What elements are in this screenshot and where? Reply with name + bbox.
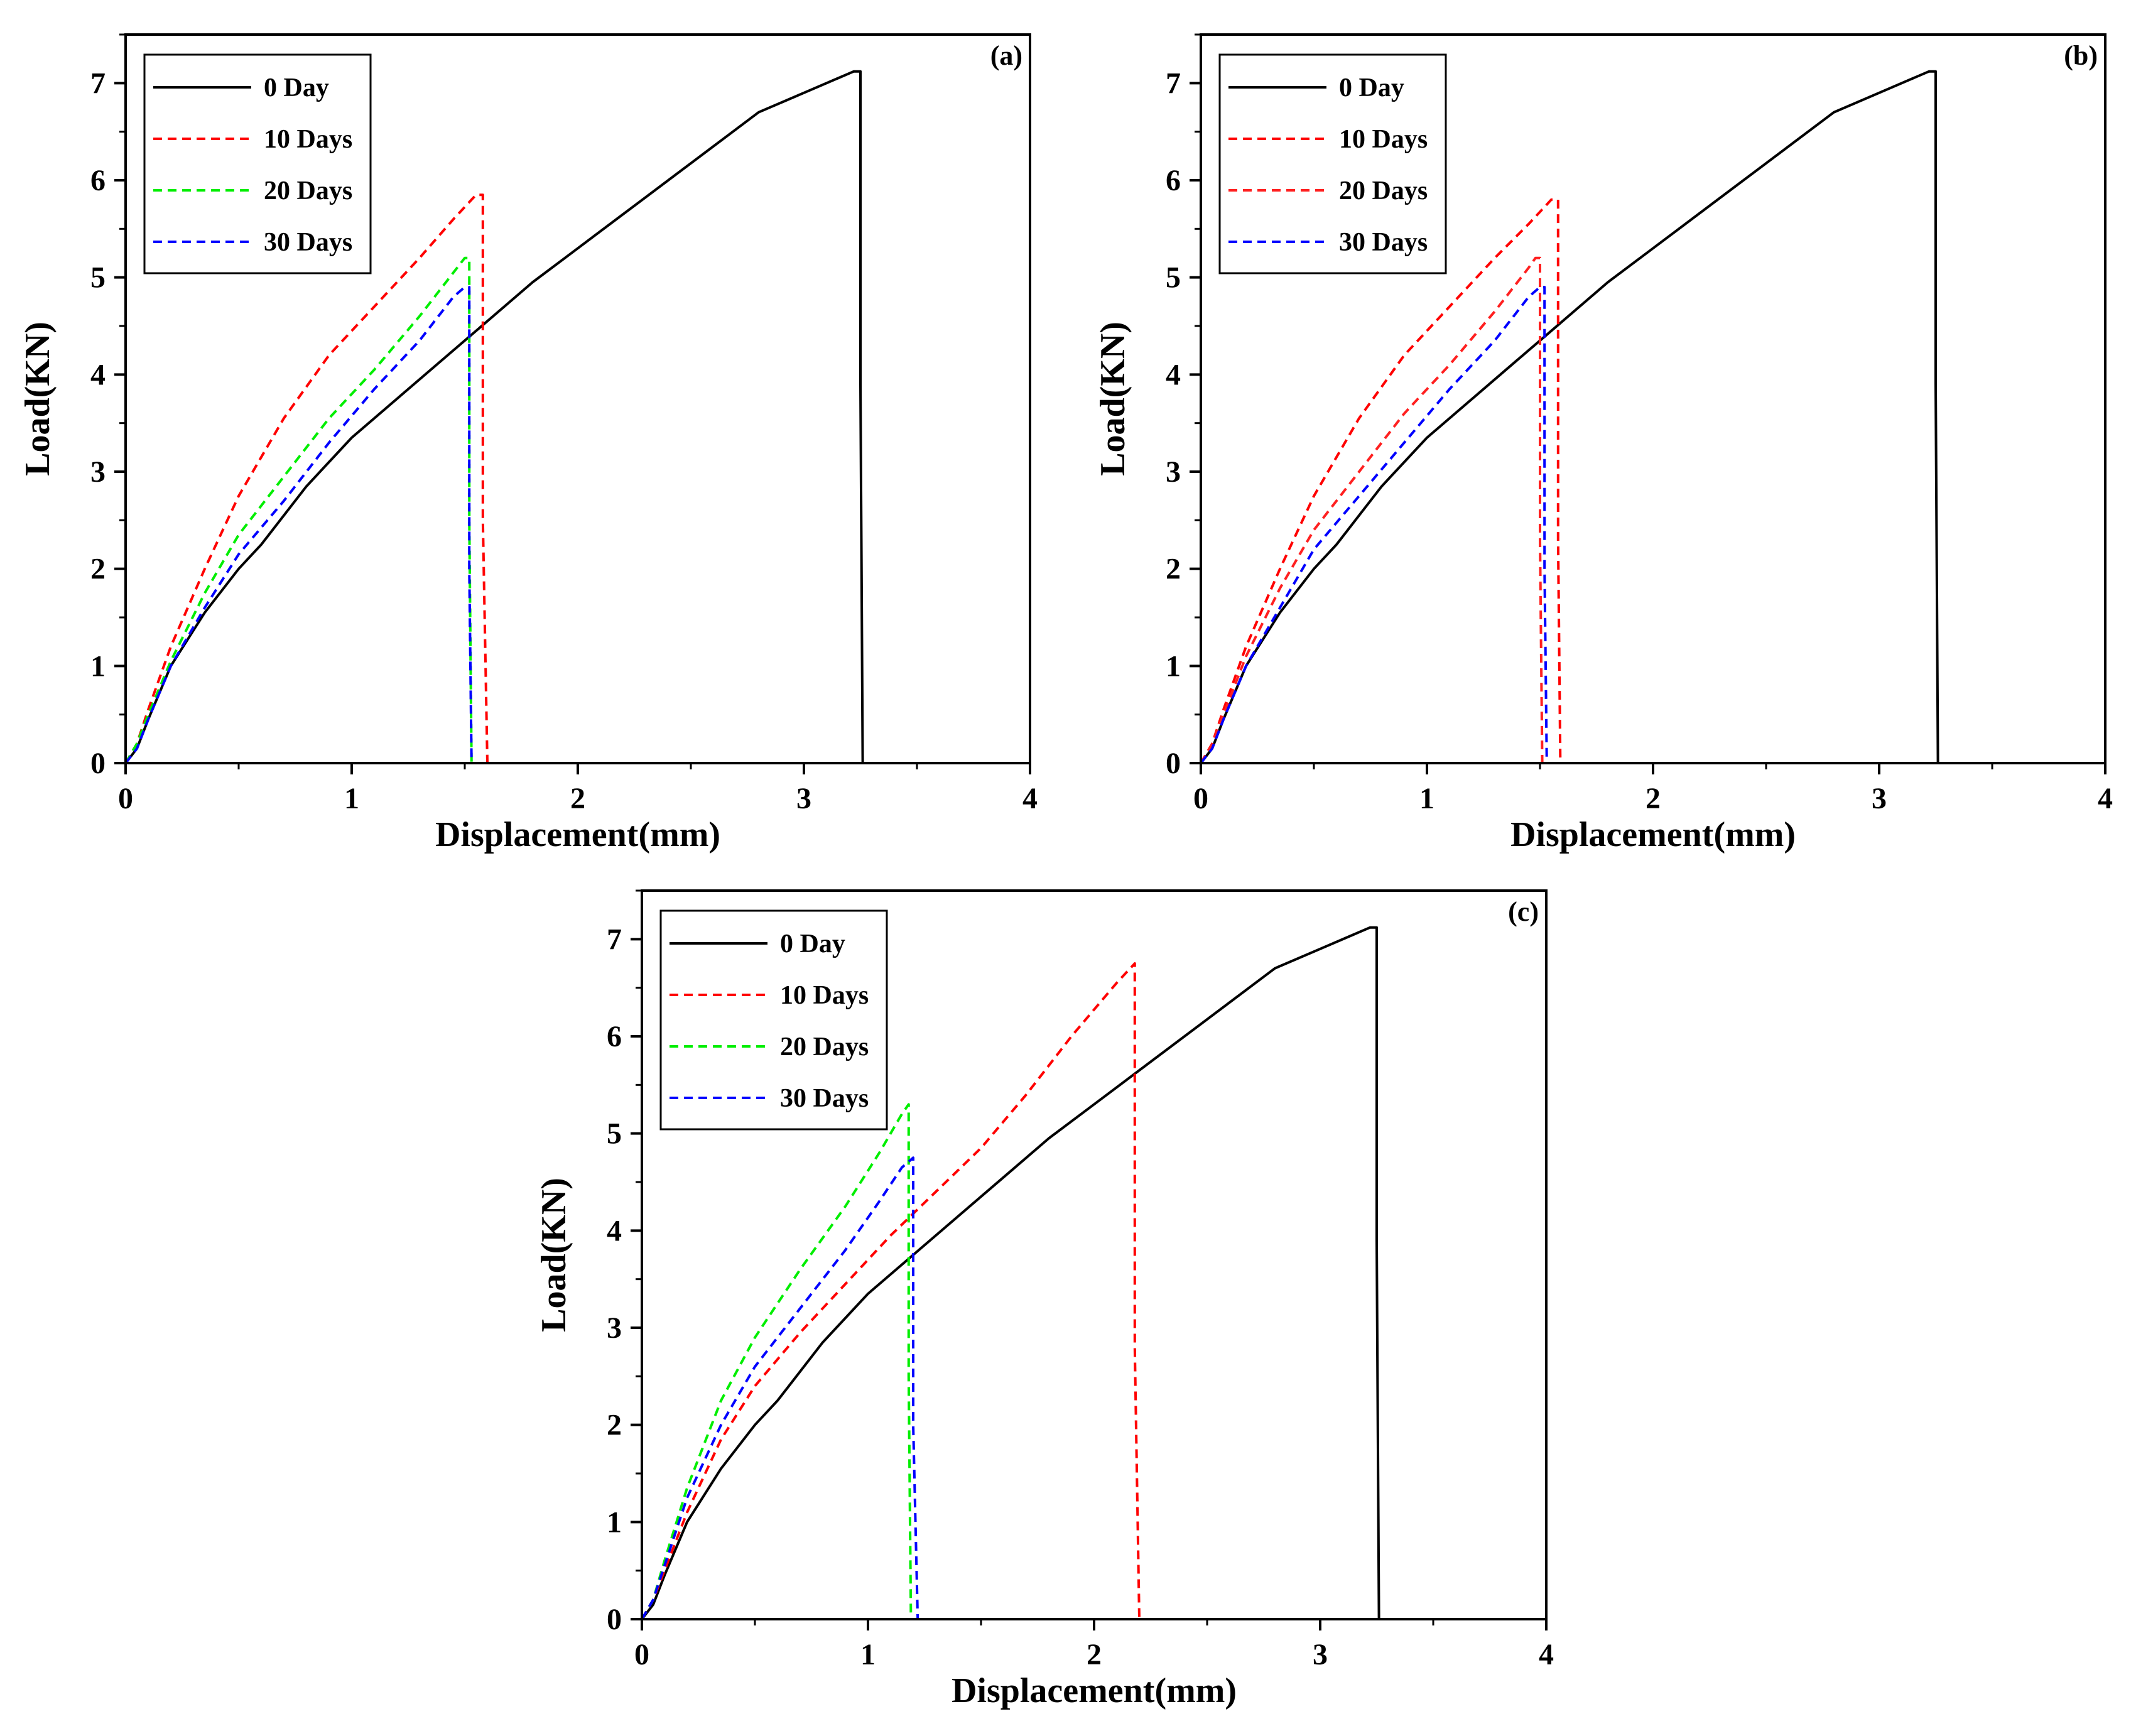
series-line-20-days xyxy=(1201,256,1544,763)
y-tick-label: 7 xyxy=(90,67,106,100)
y-tick-label: 4 xyxy=(90,358,106,391)
y-axis-title: Load(KN) xyxy=(18,322,57,476)
legend-label: 10 Days xyxy=(1339,125,1428,154)
y-tick-label: 5 xyxy=(1166,261,1181,295)
panel-label: (a) xyxy=(990,40,1022,71)
y-tick-label: 3 xyxy=(1166,455,1181,489)
y-tick-label: 5 xyxy=(90,261,106,295)
x-axis-title: Displacement(mm) xyxy=(952,1671,1237,1710)
x-tick-label: 4 xyxy=(1539,1638,1554,1671)
x-tick-label: 1 xyxy=(860,1638,876,1671)
series-line-30-days xyxy=(1201,286,1548,763)
y-tick-label: 1 xyxy=(90,649,106,683)
y-axis-title: Load(KN) xyxy=(534,1178,573,1332)
chart-panel-b: 0 1 2 3 4 0 1 2 3 4 5 6 7 Displacement(mm) Load(KN) (b)… xyxy=(1093,33,2113,854)
y-tick-label: 0 xyxy=(607,1603,622,1636)
x-tick-label: 2 xyxy=(1087,1638,1102,1671)
y-tick-label: 0 xyxy=(1166,747,1181,780)
series-line-0-day xyxy=(126,70,864,763)
panel-label: (c) xyxy=(1508,896,1539,927)
legend-label: 0 Day xyxy=(780,930,845,958)
y-tick-label: 4 xyxy=(1166,358,1181,391)
series-line-0-day xyxy=(642,926,1380,1619)
x-tick-label: 4 xyxy=(2098,782,2113,815)
y-tick-label: 3 xyxy=(90,455,106,489)
legend-label: 20 Days xyxy=(264,176,352,205)
legend-label: 20 Days xyxy=(780,1033,869,1061)
y-tick-label: 1 xyxy=(607,1505,622,1539)
x-tick-label: 3 xyxy=(796,782,811,815)
chart-panel-a: 0 1 2 3 4 0 1 2 3 4 5 6 7 Displacement(mm) Load(KN) (a)… xyxy=(18,33,1038,854)
x-tick-label: 2 xyxy=(570,782,585,815)
legend-box xyxy=(659,909,888,1131)
y-tick-label: 1 xyxy=(1166,649,1181,683)
legend-label: 0 Day xyxy=(264,73,329,102)
series-line-20-days xyxy=(126,256,473,763)
x-tick-label: 0 xyxy=(634,1638,649,1671)
y-tick-label: 4 xyxy=(607,1214,622,1247)
series-line-0-day xyxy=(1201,70,1939,763)
legend: 0 Day 10 Days 20 Days 30 Days xyxy=(1218,53,1447,274)
legend-label: 30 Days xyxy=(780,1084,869,1113)
legend-label: 30 Days xyxy=(264,228,352,257)
legend-box xyxy=(1218,53,1447,274)
y-tick-label: 7 xyxy=(1166,67,1181,100)
x-tick-label: 2 xyxy=(1646,782,1661,815)
y-axis-title: Load(KN) xyxy=(1093,322,1132,476)
x-tick-label: 4 xyxy=(1022,782,1038,815)
y-tick-label: 7 xyxy=(607,923,622,956)
x-axis-title: Displacement(mm) xyxy=(435,815,720,854)
legend-label: 10 Days xyxy=(780,981,869,1010)
series-line-30-days xyxy=(126,286,473,763)
series-line-10-days xyxy=(1201,198,1562,763)
x-tick-label: 1 xyxy=(344,782,359,815)
x-axis-title: Displacement(mm) xyxy=(1510,815,1796,854)
series-line-20-days xyxy=(642,1103,913,1619)
x-tick-label: 0 xyxy=(118,782,133,815)
legend: 0 Day 10 Days 20 Days 30 Days xyxy=(143,53,372,274)
y-tick-label: 6 xyxy=(90,164,106,197)
y-tick-label: 2 xyxy=(1166,553,1181,586)
legend-box xyxy=(143,53,372,274)
legend-label: 0 Day xyxy=(1339,73,1404,102)
legend: 0 Day 10 Days 20 Days 30 Days xyxy=(659,909,888,1131)
series-line-30-days xyxy=(642,1156,919,1619)
y-tick-label: 0 xyxy=(90,747,106,780)
panel-label: (b) xyxy=(2064,40,2098,71)
chart-panel-c: 0 1 2 3 4 0 1 2 3 4 5 6 7 Displacement(mm) Load(KN) (c)… xyxy=(534,889,1554,1710)
x-tick-label: 0 xyxy=(1193,782,1208,815)
legend-label: 10 Days xyxy=(264,125,352,154)
x-tick-label: 3 xyxy=(1872,782,1887,815)
series-line-10-days xyxy=(126,193,515,763)
y-tick-label: 2 xyxy=(90,553,106,586)
y-tick-label: 5 xyxy=(607,1117,622,1151)
legend-label: 30 Days xyxy=(1339,228,1428,257)
x-tick-label: 3 xyxy=(1313,1638,1328,1671)
y-tick-label: 6 xyxy=(1166,164,1181,197)
legend-label: 20 Days xyxy=(1339,176,1428,205)
x-tick-label: 1 xyxy=(1419,782,1434,815)
y-tick-label: 6 xyxy=(607,1020,622,1053)
y-tick-label: 3 xyxy=(607,1311,622,1345)
y-tick-label: 2 xyxy=(607,1409,622,1442)
